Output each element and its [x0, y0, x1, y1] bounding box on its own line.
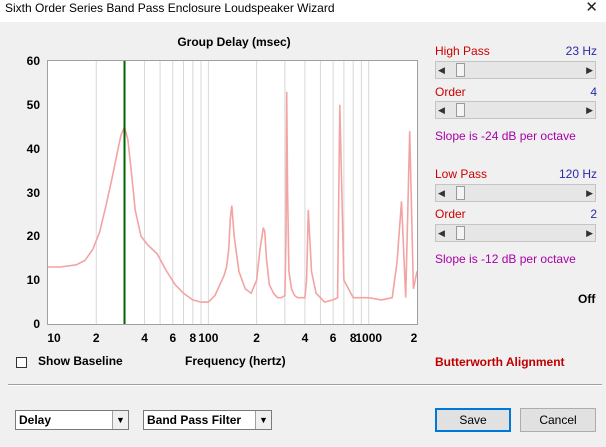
low-pass-slider[interactable]: ◀ ▶	[435, 184, 596, 202]
group-delay-chart	[48, 61, 417, 324]
save-button[interactable]: Save	[435, 408, 511, 432]
x-axis-label: Frequency (hertz)	[185, 354, 286, 368]
arrow-left-icon[interactable]: ◀	[438, 228, 445, 238]
low-pass-slope-text: Slope is -12 dB per octave	[435, 252, 576, 266]
y-tick-label: 10	[26, 273, 40, 288]
y-tick-label: 40	[26, 141, 40, 156]
cancel-button[interactable]: Cancel	[520, 408, 596, 432]
close-icon[interactable]: ✕	[585, 0, 598, 16]
x-tick-label: 2	[92, 331, 100, 345]
low-pass-order-value: 2	[590, 207, 597, 221]
high-pass-slider[interactable]: ◀ ▶	[435, 61, 596, 79]
separator	[8, 384, 602, 386]
arrow-left-icon[interactable]: ◀	[438, 188, 445, 198]
high-pass-order-slider[interactable]: ◀ ▶	[435, 101, 596, 119]
window-title: Sixth Order Series Band Pass Enclosure L…	[5, 1, 335, 15]
low-pass-order-label: Order	[435, 207, 466, 221]
group-delay-series-line	[48, 91, 417, 303]
arrow-right-icon[interactable]: ▶	[586, 65, 593, 75]
show-baseline-label[interactable]: Show Baseline	[38, 354, 123, 368]
slider-thumb[interactable]	[456, 63, 465, 77]
view-select-value: Delay	[19, 413, 52, 427]
show-baseline-checkbox[interactable]	[16, 357, 27, 368]
slider-thumb[interactable]	[456, 186, 465, 200]
x-tick-label: 6	[329, 331, 337, 345]
x-tick-label: 1000	[355, 331, 383, 345]
high-pass-slope-text: Slope is -24 dB per octave	[435, 129, 576, 143]
high-pass-value: 23 Hz	[565, 44, 597, 58]
low-pass-order-slider[interactable]: ◀ ▶	[435, 224, 596, 242]
x-tick-label: 2	[410, 331, 418, 345]
x-tick-label: 100	[198, 331, 219, 345]
arrow-right-icon[interactable]: ▶	[586, 105, 593, 115]
chevron-down-icon[interactable]: ▼	[255, 411, 271, 429]
y-tick-label: 30	[26, 185, 40, 200]
x-tick-label: 8	[189, 331, 197, 345]
y-tick-label: 60	[26, 54, 40, 68]
arrow-right-icon[interactable]: ▶	[586, 228, 593, 238]
chevron-down-icon[interactable]: ▼	[112, 411, 128, 429]
title-bar: Sixth Order Series Band Pass Enclosure L…	[0, 0, 606, 22]
filter-select-value: Band Pass Filter	[147, 413, 242, 427]
x-tick-label: 8	[349, 331, 357, 345]
off-status-text: Off	[578, 292, 596, 306]
view-select[interactable]: Delay ▼	[15, 410, 129, 430]
x-tick-label: 4	[141, 331, 148, 345]
slider-thumb[interactable]	[456, 103, 465, 117]
arrow-right-icon[interactable]: ▶	[586, 188, 593, 198]
y-tick-label: 0	[33, 317, 40, 331]
alignment-label: Butterworth Alignment	[435, 355, 565, 369]
x-tick-label: 6	[169, 331, 177, 345]
arrow-left-icon[interactable]: ◀	[438, 65, 445, 75]
low-pass-label: Low Pass	[435, 167, 488, 181]
high-pass-order-value: 4	[590, 85, 597, 99]
slider-thumb[interactable]	[456, 226, 465, 240]
high-pass-order-label: Order	[435, 85, 466, 99]
chart-title: Group Delay (msec)	[177, 35, 291, 49]
y-tick-label: 20	[26, 229, 40, 244]
x-tick-label: 2	[253, 331, 260, 345]
filter-select[interactable]: Band Pass Filter ▼	[143, 410, 272, 430]
x-tick-label: 4	[301, 331, 309, 345]
arrow-left-icon[interactable]: ◀	[438, 105, 445, 115]
x-tick-label: 10	[47, 331, 61, 345]
high-pass-label: High Pass	[435, 44, 490, 58]
y-tick-label: 50	[26, 97, 40, 112]
plot-area	[47, 60, 418, 325]
low-pass-value: 120 Hz	[558, 167, 597, 181]
